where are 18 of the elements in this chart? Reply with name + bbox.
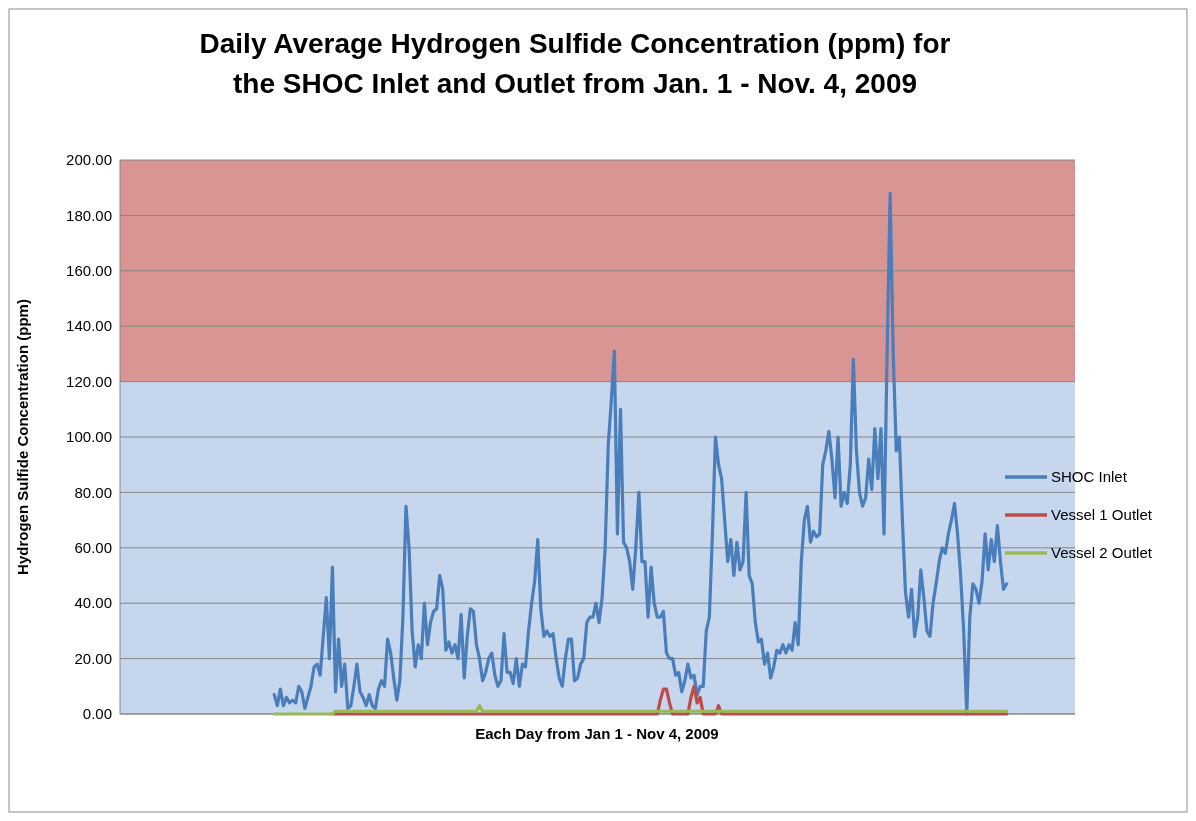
- legend-label: Vessel 1 Outlet: [1051, 506, 1153, 524]
- y-tick-label: 20.00: [74, 649, 112, 667]
- y-tick-label: 60.00: [74, 539, 112, 557]
- legend-label: Vessel 2 Outlet: [1051, 544, 1153, 562]
- y-tick-label: 80.00: [74, 483, 112, 501]
- y-tick-label: 140.00: [66, 317, 112, 335]
- y-tick-label: 180.00: [66, 206, 112, 224]
- y-tick-label: 0.00: [82, 705, 112, 723]
- x-axis-title: Each Day from Jan 1 - Nov 4, 2009: [475, 725, 719, 742]
- y-tick-label: 120.00: [66, 372, 112, 390]
- y-tick-label: 40.00: [74, 594, 112, 612]
- y-axis-title: Hydrogen Sulfide Concentration (ppm): [14, 299, 31, 575]
- y-tick-label: 100.00: [66, 428, 112, 446]
- line-series: [330, 684, 1009, 716]
- y-tick-label: 200.00: [66, 151, 112, 169]
- legend-label: SHOC Inlet: [1051, 468, 1128, 486]
- y-tick-label: 160.00: [66, 262, 112, 280]
- chart-title: Daily Average Hydrogen Sulfide Concentration (ppm) for the SHOC Inlet and Outlet from Jan. 1 - Nov. 4, 2009: [199, 28, 951, 99]
